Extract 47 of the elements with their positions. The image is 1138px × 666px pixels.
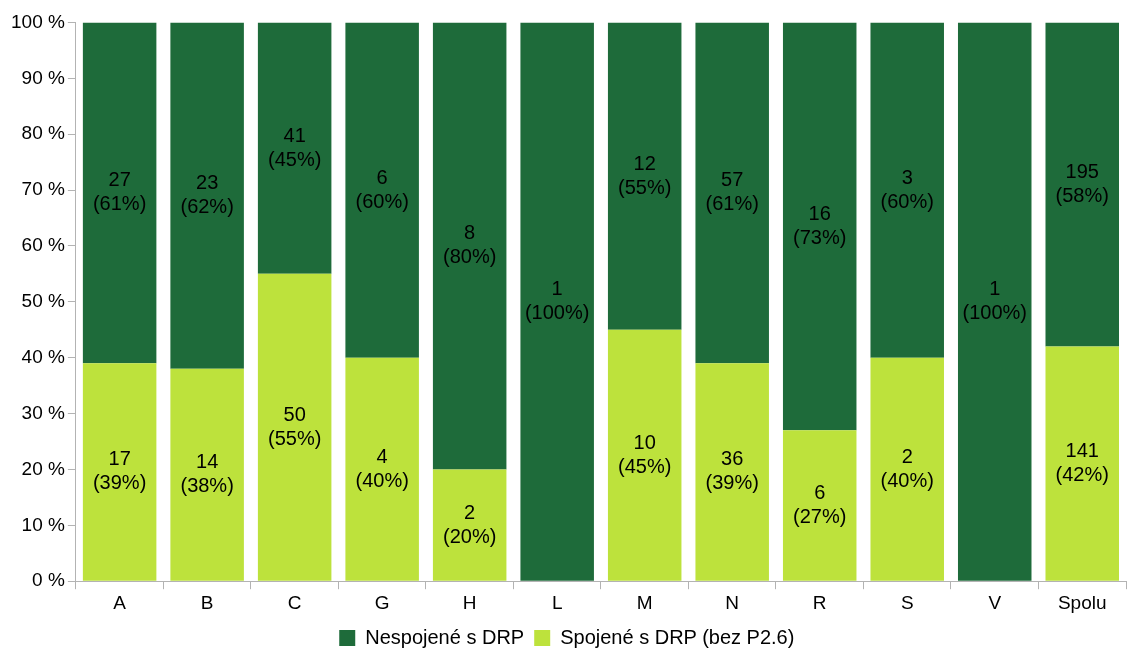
x-tick-label: V: [988, 591, 1002, 613]
x-tick-label: M: [636, 591, 653, 613]
x-tick-label: N: [725, 591, 740, 613]
y-tick-label: 50 %: [21, 290, 65, 312]
x-tick-label: H: [462, 591, 477, 613]
x-tick-label: G: [374, 591, 390, 613]
y-tick-label: 60 %: [21, 234, 65, 256]
data-label: 50 (55%): [267, 402, 322, 449]
data-label: 6 (27%): [793, 481, 847, 528]
data-label: 27 (61%): [92, 168, 147, 215]
y-tick-label: 10 %: [21, 513, 65, 535]
x-tick-label: B: [200, 591, 214, 613]
y-tick-label: 70 %: [21, 178, 65, 200]
x-tick-label: C: [287, 591, 302, 613]
data-label: 16 (73%): [793, 201, 847, 248]
data-label: 195 (58%): [1055, 159, 1109, 206]
legend-label: Spojené s DRP (bez P2.6): [560, 625, 795, 648]
data-label: 36 (39%): [705, 447, 759, 494]
data-label: 17 (39%): [92, 447, 147, 494]
y-tick-label: 90 %: [21, 66, 65, 88]
legend-label: Nespojené s DRP: [365, 625, 525, 648]
data-label: 2 (20%): [442, 500, 497, 547]
data-label: 8 (80%): [442, 221, 497, 268]
data-label: 12 (55%): [618, 151, 672, 198]
data-label: 10 (45%): [618, 430, 672, 477]
data-label: 4 (40%): [355, 444, 409, 491]
data-label: 57 (61%): [705, 168, 759, 215]
data-label: 3 (60%): [880, 165, 934, 212]
y-tick-label: 100 %: [11, 10, 65, 32]
x-tick-label: A: [113, 591, 127, 613]
data-label: 14 (38%): [180, 450, 234, 497]
y-tick-label: 40 %: [21, 345, 65, 367]
y-tick-label: 30 %: [21, 401, 65, 423]
y-tick-label: 20 %: [21, 457, 65, 479]
x-tick-label: Spolu: [1057, 591, 1107, 613]
y-tick-label: 80 %: [21, 122, 65, 144]
data-label: 2 (40%): [880, 444, 934, 491]
data-label: 23 (62%): [180, 171, 234, 218]
data-label: 1 (100%): [962, 277, 1027, 324]
data-label: 141 (42%): [1055, 439, 1109, 486]
x-tick-label: S: [900, 591, 914, 613]
data-label: 1 (100%): [524, 277, 590, 324]
data-label: 6 (60%): [355, 165, 409, 212]
y-tick-label: 0 %: [32, 569, 65, 591]
x-tick-label: R: [812, 591, 827, 613]
data-label: 41 (45%): [267, 123, 322, 170]
x-tick-label: L: [551, 591, 563, 613]
